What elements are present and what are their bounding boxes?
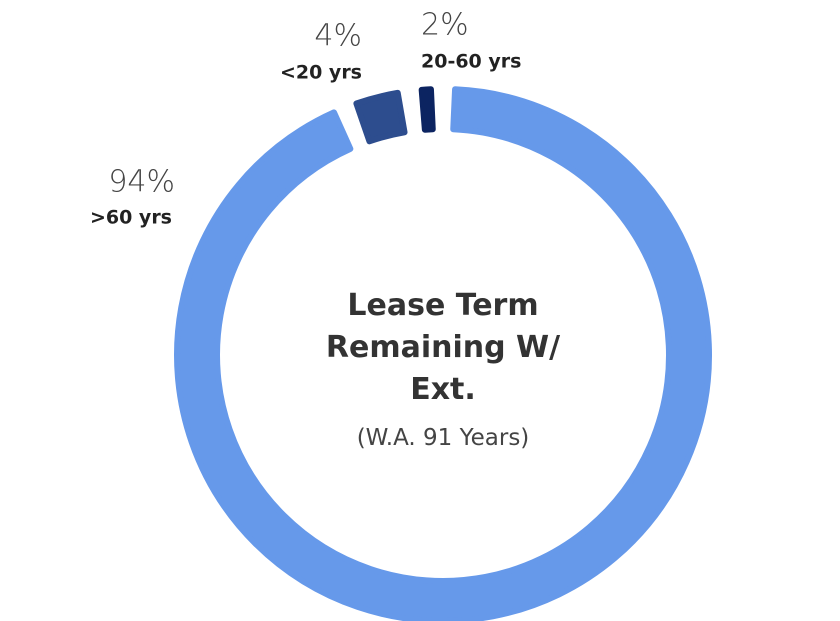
chart-subtitle: (W.A. 91 Years) (356, 425, 530, 451)
category-label: 20-60 yrs (421, 51, 521, 73)
category-label: <20 yrs (280, 62, 362, 84)
donut-segment (174, 86, 712, 621)
chart-title: Lease Term Remaining W/ Ext. (325, 288, 561, 407)
category-label: >60 yrs (90, 207, 172, 229)
donut-segment (353, 89, 408, 145)
value-label: 2% (421, 8, 469, 43)
value-label: 4% (314, 19, 362, 54)
center-label: Lease Term Remaining W/ Ext. (W.A. 91 Ye… (293, 285, 593, 451)
value-label: 94% (108, 165, 175, 200)
donut-segment (418, 86, 436, 133)
